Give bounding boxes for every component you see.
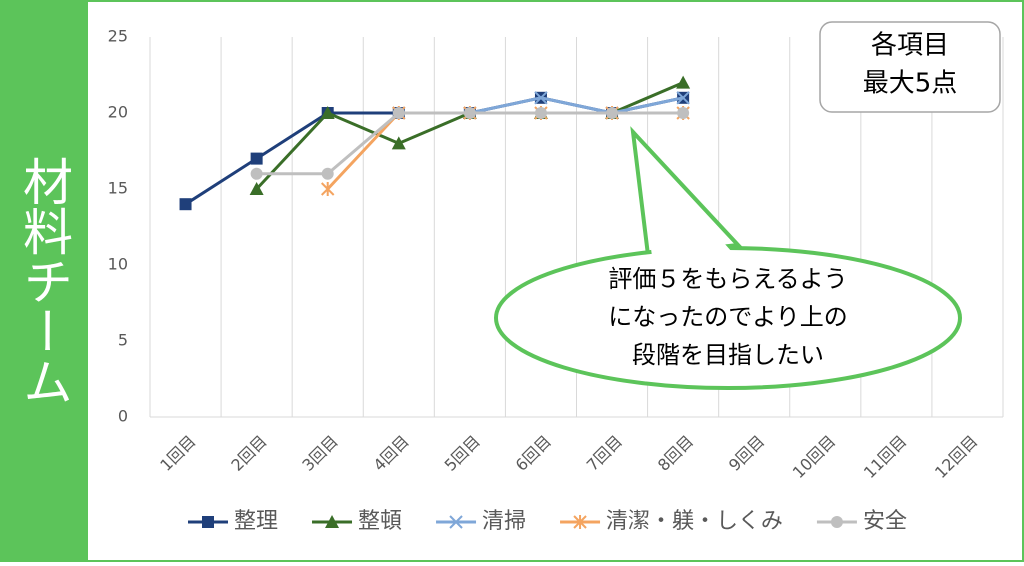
marker: [606, 107, 619, 119]
marker: [677, 107, 690, 119]
side-label: 材料チーム: [15, 156, 73, 406]
legend-marker: [449, 515, 463, 529]
legend-label: 清潔・躾・しくみ: [606, 509, 783, 534]
marker: [676, 75, 691, 89]
y-tick-label: 0: [118, 407, 128, 426]
callout-line: 評価５をもらえるよう: [608, 265, 847, 293]
legend-marker: [573, 515, 587, 529]
note-box: [819, 21, 1001, 113]
legend-label: 整頓: [358, 509, 402, 534]
marker: [250, 167, 263, 180]
marker: [534, 91, 548, 105]
legend-label: 整理: [234, 509, 278, 534]
y-tick-label: 5: [118, 331, 128, 350]
callout-joint: [637, 145, 732, 256]
marker: [391, 136, 406, 150]
legend-marker: [830, 516, 843, 528]
legend-marker: [325, 515, 340, 528]
marker: [321, 182, 335, 196]
callout-line: 段階を目指したい: [632, 341, 824, 369]
marker: [179, 198, 192, 211]
marker: [463, 107, 476, 119]
marker: [392, 107, 405, 119]
y-tick-label: 15: [108, 179, 128, 198]
y-tick-label: 20: [108, 103, 128, 122]
marker: [321, 167, 334, 180]
marker: [320, 106, 335, 119]
note-line: 各項目: [871, 31, 949, 61]
marker: [534, 107, 547, 119]
legend-label: 安全: [863, 509, 907, 534]
y-tick-label: 10: [108, 255, 128, 274]
y-tick-label: 25: [108, 27, 128, 46]
side-panel: [0, 0, 88, 562]
legend-label: 清掃: [482, 509, 526, 534]
legend-marker: [202, 516, 214, 528]
marker: [250, 152, 263, 165]
marker: [249, 182, 264, 195]
callout-line: になったのでより上の: [608, 303, 848, 331]
note-line: 最大5点: [863, 69, 958, 99]
marker: [676, 91, 690, 105]
